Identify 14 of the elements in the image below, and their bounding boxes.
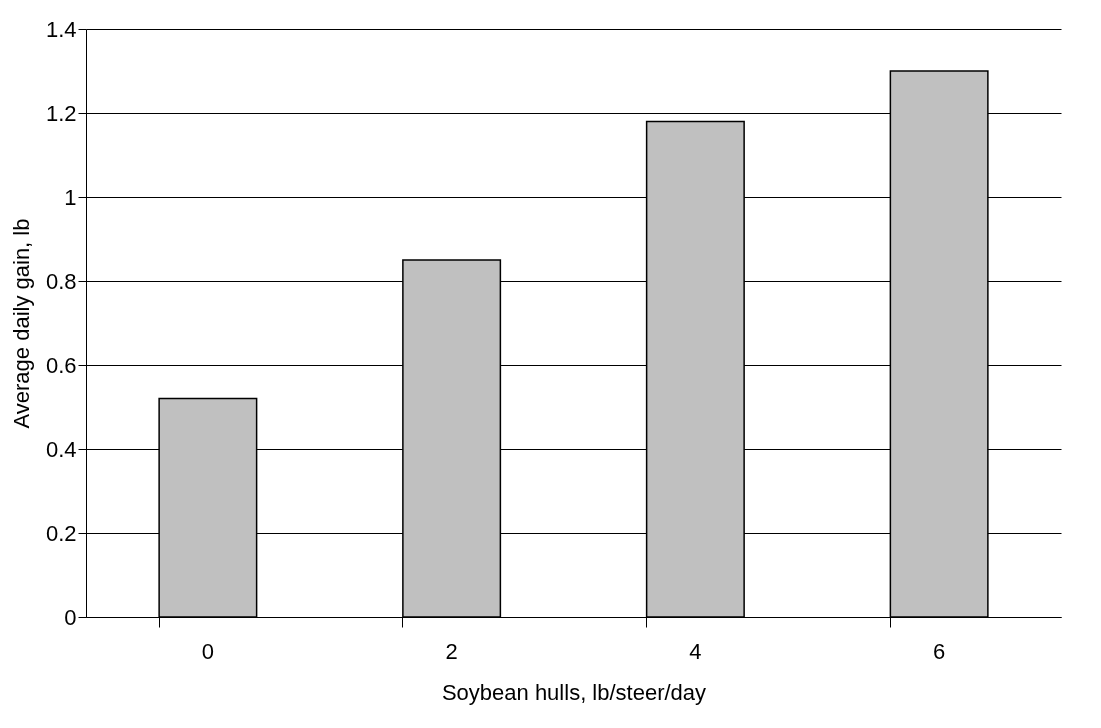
y-tick-label: 1.2 [45,100,77,126]
x-tick-label: 0 [201,638,214,664]
x-axis-title: Soybean hulls, lb/steer/day [441,679,707,705]
x-tick-label: 4 [689,638,702,664]
y-tick-label: 0 [64,604,77,630]
y-tick-label: 1 [64,184,77,210]
y-tick-label: 0.8 [45,268,77,294]
x-tick-label: 6 [933,638,946,664]
y-tick-label: 1.4 [45,16,77,42]
y-tick-label: 0.4 [45,436,77,462]
x-tick-label: 2 [445,638,458,664]
y-axis-title: Average daily gain, lb [8,218,34,429]
y-tick-label: 0.6 [45,352,77,378]
y-tick-label: 0.2 [45,520,77,546]
